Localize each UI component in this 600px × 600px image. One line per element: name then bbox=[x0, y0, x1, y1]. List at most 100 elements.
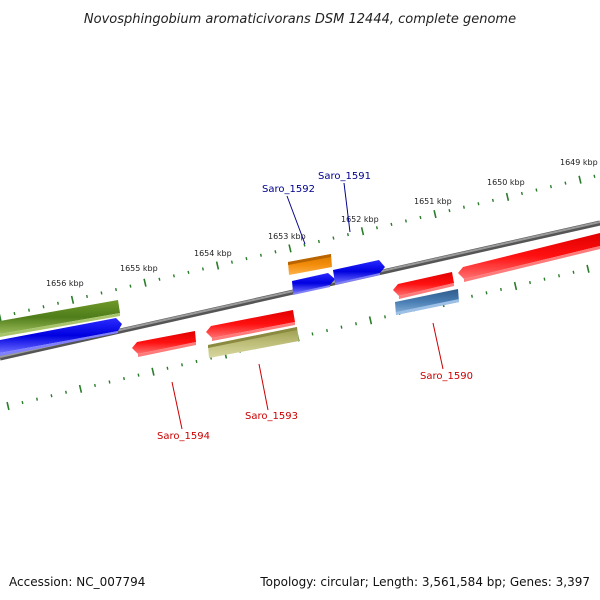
tick-labels: 1656 kbp 1655 kbp 1654 kbp 1653 kbp 1652… bbox=[46, 158, 598, 288]
minor-tick bbox=[558, 274, 560, 278]
tick-label: 1654 kbp bbox=[194, 249, 232, 258]
minor-tick bbox=[564, 181, 567, 185]
tick-label: 1653 kbp bbox=[268, 232, 306, 241]
minor-tick bbox=[375, 226, 378, 230]
gene-labels: Saro_1592 Saro_1591 Saro_1594 Saro_1593 … bbox=[157, 171, 473, 442]
minor-tick bbox=[543, 277, 546, 281]
major-tick bbox=[0, 313, 2, 322]
feature-khaki-reverse[interactable] bbox=[208, 327, 299, 358]
tick-label: 1649 kbp bbox=[560, 158, 598, 167]
feature-red-reverse-2[interactable] bbox=[206, 310, 295, 341]
feature-blue-forward-3[interactable] bbox=[333, 260, 385, 285]
minor-tick bbox=[94, 383, 96, 388]
gene-label-saro-1590[interactable]: Saro_1590 bbox=[420, 371, 473, 382]
minor-tick bbox=[13, 311, 16, 316]
feature-steel-reverse[interactable] bbox=[395, 289, 459, 315]
minor-tick bbox=[137, 373, 140, 377]
reverse-features bbox=[132, 233, 600, 358]
minor-tick bbox=[166, 366, 169, 370]
map-title: Novosphingobium aromaticivorans DSM 1244… bbox=[84, 12, 516, 27]
feature-blue-forward-1[interactable] bbox=[0, 318, 122, 356]
minor-tick bbox=[529, 280, 531, 285]
tick-label: 1655 kbp bbox=[120, 264, 158, 273]
major-tick bbox=[143, 278, 147, 287]
major-tick bbox=[6, 401, 10, 411]
minor-tick bbox=[115, 287, 117, 292]
major-tick bbox=[151, 367, 155, 376]
minor-tick bbox=[201, 267, 204, 271]
minor-tick bbox=[42, 305, 45, 309]
minor-tick bbox=[259, 253, 262, 257]
major-tick bbox=[288, 244, 292, 253]
minor-tick bbox=[57, 301, 59, 305]
minor-tick bbox=[187, 270, 190, 274]
minor-tick bbox=[181, 363, 183, 367]
minor-tick bbox=[549, 184, 552, 189]
major-tick bbox=[215, 261, 220, 270]
tick-label: 1652 kbp bbox=[341, 215, 379, 224]
minor-tick bbox=[108, 380, 111, 384]
minor-tick bbox=[535, 188, 538, 192]
minor-tick bbox=[346, 233, 349, 237]
gene-label-saro-1591[interactable]: Saro_1591 bbox=[318, 171, 371, 182]
minor-tick bbox=[419, 215, 422, 220]
label-leaders bbox=[171, 182, 444, 430]
feature-red-reverse-4[interactable] bbox=[458, 233, 600, 282]
minor-tick bbox=[404, 219, 407, 223]
minor-tick bbox=[477, 202, 480, 206]
minor-tick bbox=[21, 400, 24, 405]
forward-features bbox=[0, 254, 385, 356]
minor-tick bbox=[317, 239, 320, 244]
minor-tick bbox=[355, 322, 357, 326]
topology-text: Topology: circular; Length: 3,561,584 bp… bbox=[259, 575, 590, 589]
major-tick bbox=[433, 210, 437, 219]
gene-label-saro-1592[interactable]: Saro_1592 bbox=[262, 184, 315, 195]
minor-tick bbox=[50, 394, 53, 398]
minor-tick bbox=[123, 376, 125, 381]
minor-tick bbox=[485, 291, 488, 295]
minor-tick bbox=[471, 294, 473, 298]
minor-tick bbox=[462, 205, 465, 209]
outer-tick-track bbox=[0, 174, 596, 322]
minor-tick bbox=[572, 270, 575, 274]
gene-label-saro-1593[interactable]: Saro_1593 bbox=[245, 411, 298, 422]
minor-tick bbox=[520, 191, 523, 196]
minor-tick bbox=[311, 332, 314, 336]
minor-tick bbox=[100, 291, 103, 295]
minor-tick bbox=[65, 390, 67, 394]
major-tick bbox=[360, 227, 365, 236]
minor-tick bbox=[86, 294, 88, 299]
feature-red-reverse-3[interactable] bbox=[393, 272, 454, 299]
major-tick bbox=[586, 264, 590, 273]
major-tick bbox=[513, 281, 518, 291]
minor-tick bbox=[491, 198, 494, 202]
tick-label: 1656 kbp bbox=[46, 279, 84, 288]
minor-tick bbox=[340, 325, 343, 329]
minor-tick bbox=[230, 260, 233, 264]
minor-tick bbox=[158, 277, 161, 281]
minor-tick bbox=[195, 359, 198, 364]
minor-tick bbox=[36, 397, 38, 401]
feature-olive-forward[interactable] bbox=[0, 300, 120, 337]
tick-label: 1650 kbp bbox=[487, 178, 525, 187]
tick-label: 1651 kbp bbox=[414, 197, 452, 206]
major-tick bbox=[368, 316, 373, 325]
minor-tick bbox=[326, 328, 328, 333]
gene-label-saro-1594[interactable]: Saro_1594 bbox=[157, 431, 210, 442]
feature-orange-forward[interactable] bbox=[288, 254, 332, 275]
minor-tick bbox=[500, 287, 502, 292]
minor-tick bbox=[332, 236, 335, 240]
feature-red-reverse-1[interactable] bbox=[132, 331, 196, 357]
minor-tick bbox=[274, 250, 277, 254]
minor-tick bbox=[448, 209, 451, 213]
minor-tick bbox=[245, 257, 248, 261]
minor-tick bbox=[390, 222, 393, 226]
major-tick bbox=[70, 295, 75, 304]
minor-tick bbox=[303, 243, 306, 247]
major-tick bbox=[578, 175, 582, 184]
major-tick bbox=[505, 192, 510, 201]
feature-blue-forward-2[interactable] bbox=[292, 273, 335, 295]
minor-tick bbox=[28, 308, 30, 312]
minor-tick bbox=[172, 274, 175, 278]
